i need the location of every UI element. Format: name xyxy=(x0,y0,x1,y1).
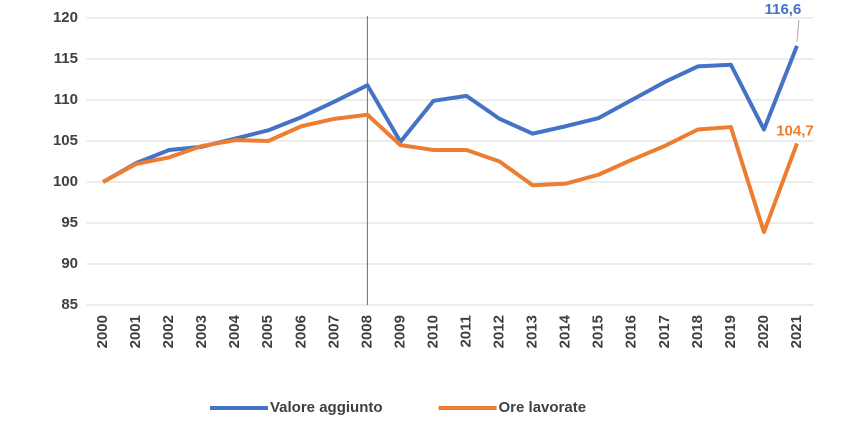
x-tick-label: 2005 xyxy=(259,315,276,348)
leader-line xyxy=(796,19,800,42)
x-tick-label: 2019 xyxy=(722,315,739,348)
x-tick-label: 2016 xyxy=(623,315,640,348)
y-tick-label: 115 xyxy=(54,50,78,67)
x-tick-label: 2001 xyxy=(127,315,144,348)
legend-label: Valore aggiunto xyxy=(270,399,383,416)
x-tick-label: 2004 xyxy=(226,314,243,348)
x-tick-label: 2010 xyxy=(424,315,441,348)
x-tick-label: 2009 xyxy=(391,315,408,348)
data-label: 116,6 xyxy=(765,1,802,18)
x-tick-label: 2003 xyxy=(193,315,210,348)
x-tick-label: 2007 xyxy=(325,315,342,348)
data-label: 104,7 xyxy=(776,122,814,139)
series-line xyxy=(102,112,799,235)
x-tick-label: 2000 xyxy=(94,315,111,348)
series-line xyxy=(102,45,799,184)
y-tick-label: 120 xyxy=(53,9,78,26)
x-tick-label: 2006 xyxy=(292,315,309,348)
x-tick-label: 2018 xyxy=(689,315,706,348)
y-tick-label: 100 xyxy=(53,173,78,190)
x-tick-label: 2002 xyxy=(160,315,177,348)
x-tick-label: 2012 xyxy=(491,315,508,348)
x-tick-label: 2020 xyxy=(755,315,772,348)
x-tick-label: 2015 xyxy=(590,315,607,348)
x-tick-label: 2014 xyxy=(557,314,574,348)
x-tick-label: 2008 xyxy=(358,315,375,348)
legend-label: Ore lavorate xyxy=(499,399,587,416)
y-tick-label: 85 xyxy=(61,296,78,313)
y-tick-label: 105 xyxy=(53,132,78,149)
x-tick-label: 2021 xyxy=(788,315,805,348)
x-tick-label: 2017 xyxy=(656,315,673,348)
y-tick-label: 110 xyxy=(54,91,78,108)
x-tick-label: 2011 xyxy=(457,315,474,348)
x-tick-label: 2013 xyxy=(524,315,541,348)
y-tick-label: 90 xyxy=(61,255,78,272)
y-tick-label: 95 xyxy=(61,214,78,231)
